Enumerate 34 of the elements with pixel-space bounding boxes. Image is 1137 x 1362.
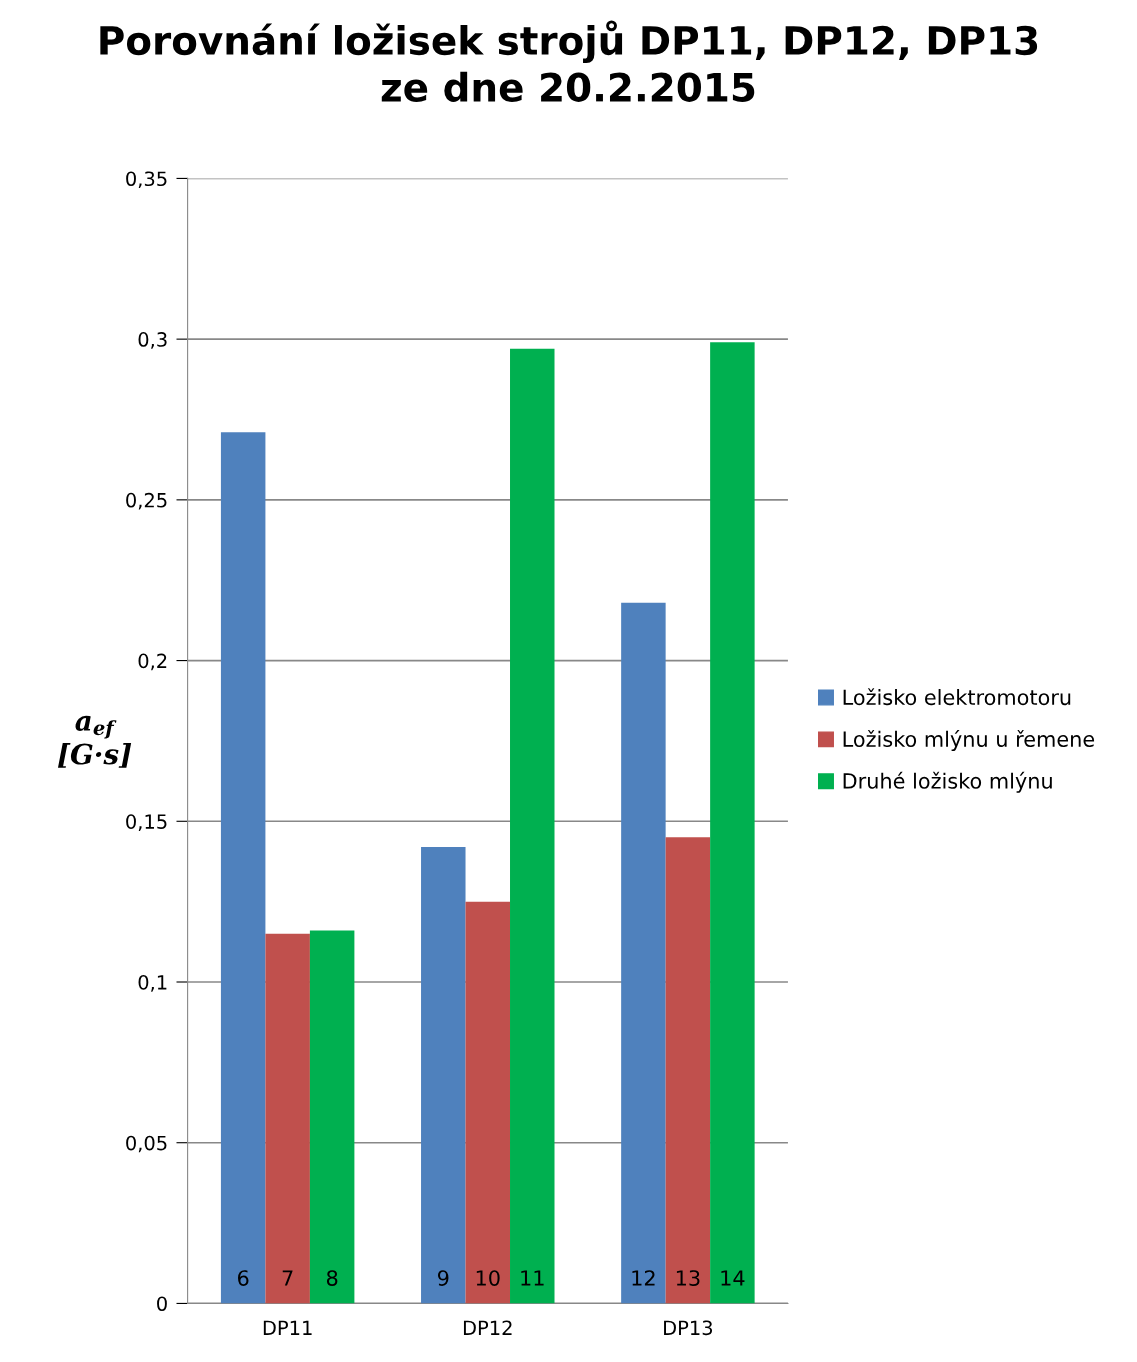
annotation: 14: [721, 1270, 745, 1286]
annotation: 13: [676, 1270, 700, 1286]
bar: [621, 602, 666, 1304]
annotation: 8: [326, 1270, 338, 1286]
bar: [265, 933, 310, 1304]
y-tick-label: 0,1: [138, 974, 167, 992]
x-tick-label: DP11: [263, 1320, 312, 1335]
annotation: 6: [238, 1270, 249, 1286]
y-tick-label: 0: [157, 1296, 167, 1312]
y-axis-title: a$_{ef}$ [G·s]: [57, 715, 132, 768]
y-tick-label: 0,15: [126, 814, 167, 831]
bar: [220, 432, 266, 1304]
x-tick-label: DP13: [664, 1320, 713, 1336]
annotation: 12: [632, 1270, 655, 1286]
y-tick-label: 0,05: [126, 1135, 167, 1153]
y-tick-label: 0,25: [126, 492, 167, 510]
bar: [710, 342, 755, 1304]
legend-label: Ložisko elektromotoru: [843, 688, 1071, 706]
bar: [309, 930, 355, 1304]
annotation: 10: [476, 1270, 500, 1286]
bar: [421, 847, 466, 1304]
y-tick-label: 0,2: [138, 653, 167, 671]
annotation: 11: [521, 1270, 544, 1286]
legend-label: Ložisko mlýnu u řemene: [843, 730, 1095, 752]
y-tick-label: 0,3: [138, 332, 167, 349]
x-tick-label: DP12: [463, 1320, 512, 1335]
legend-label: Druhé ložisko mlýnu: [843, 771, 1052, 793]
bar: [465, 901, 511, 1304]
annotation: 7: [282, 1270, 293, 1286]
y-tick-label: 0,35: [126, 171, 167, 189]
chart-title: Porovnání ložisek strojů DP11, DP12, DP13 ze dne 20.2.2015: [100, 20, 1038, 102]
annotation: 9: [437, 1270, 449, 1286]
bar: [665, 837, 711, 1304]
bar: [510, 348, 555, 1304]
